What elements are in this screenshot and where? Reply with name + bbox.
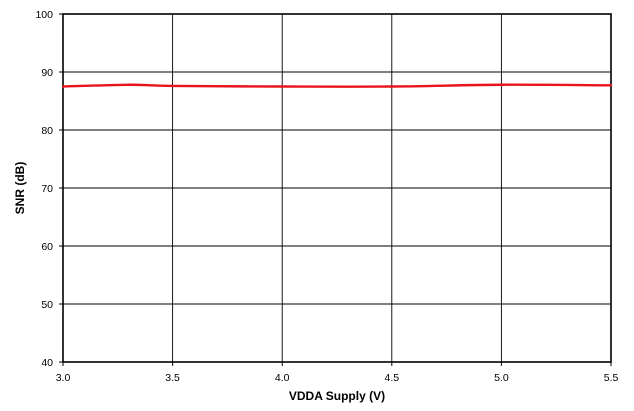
y-tick-label: 90 [41,67,53,79]
x-tick-label: 4.5 [384,372,399,384]
x-tick-label: 3.5 [165,372,180,384]
x-axis-title: VDDA Supply (V) [289,389,385,403]
y-tick-label: 100 [35,9,53,21]
y-tick-label: 60 [41,241,53,253]
x-tick-labels: 3.0 3.5 4.0 4.5 5.0 5.5 [56,372,619,384]
y-tick-label: 70 [41,183,53,195]
series-layer [61,83,613,88]
y-tick-label: 80 [41,125,53,137]
y-tick-label: 50 [41,299,53,311]
x-tick-label: 3.0 [56,372,71,384]
x-tick-label: 5.0 [494,372,509,384]
plot-frame [62,13,612,363]
y-tick-labels: 40 50 60 70 80 90 100 [35,9,53,369]
y-axis-title: SNR (dB) [13,162,27,215]
snr-series-line [61,83,613,88]
y-tick-label: 40 [41,357,53,369]
x-tick-label: 5.5 [604,372,619,384]
x-tick-label: 4.0 [275,372,290,384]
